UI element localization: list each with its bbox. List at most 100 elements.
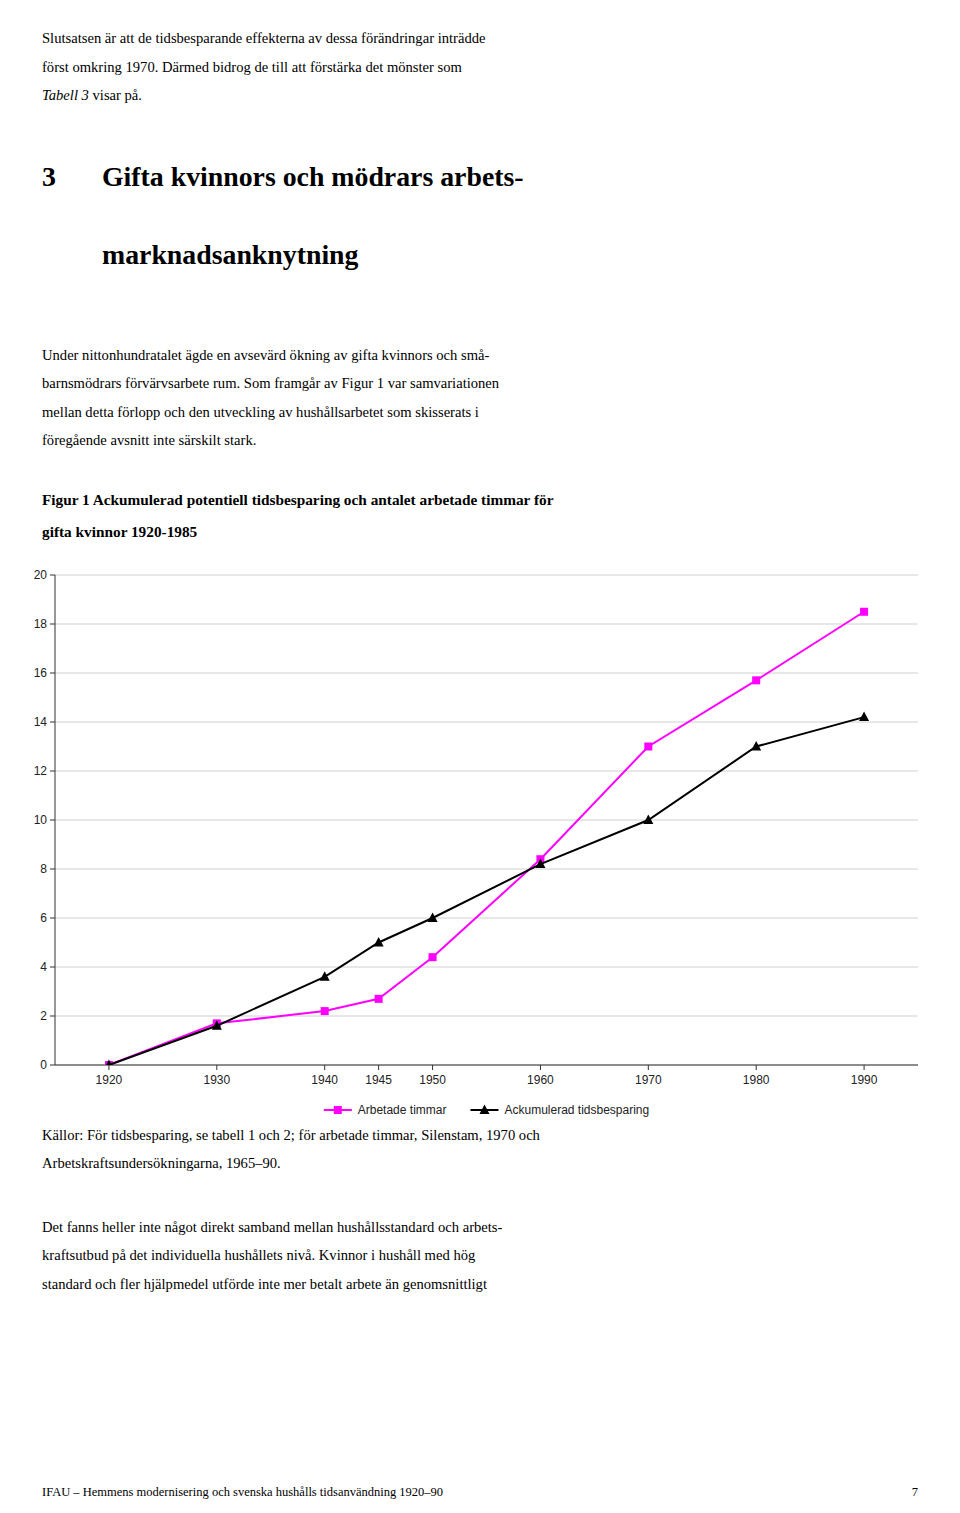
- tick-label: 1945: [365, 1073, 392, 1087]
- grid-line: [55, 868, 918, 869]
- marker: [429, 953, 437, 961]
- paragraph-line: barnsmödrars förvärvsarbete rum. Som fra…: [42, 375, 499, 392]
- tick-label: 12: [34, 764, 48, 778]
- grid-line: [55, 672, 918, 673]
- tick-label: 14: [34, 715, 48, 729]
- tick-mark: [50, 574, 55, 575]
- page: Slutsatsen är att de tidsbesparande effe…: [0, 0, 960, 1513]
- paragraph-line: föregående avsnitt inte särskilt stark.: [42, 432, 256, 449]
- tick-label: 18: [34, 617, 48, 631]
- grid-line: [55, 770, 918, 771]
- grid-line: [55, 574, 918, 575]
- tick-mark: [324, 1065, 325, 1070]
- line: [109, 717, 864, 1065]
- italic-text: Tabell 3: [42, 87, 89, 103]
- grid-line: [55, 721, 918, 722]
- tick-mark: [50, 623, 55, 624]
- marker: [428, 912, 438, 922]
- tick-mark: [50, 721, 55, 722]
- series: [105, 607, 868, 1064]
- tick-label: 1920: [96, 1073, 123, 1087]
- paragraph-line: kraftsutbud på det individuella hushålle…: [42, 1247, 475, 1264]
- x-axis: 1920 1930 1940 1945 1950 1960 1970 1980 1990: [96, 1065, 878, 1087]
- page-number: 7: [912, 1485, 918, 1499]
- tick-mark: [864, 1065, 865, 1070]
- tick-mark: [216, 1065, 217, 1070]
- marker: [752, 676, 760, 684]
- legend-label: Arbetade timmar: [358, 1103, 447, 1117]
- tick-label: 10: [34, 813, 48, 827]
- tick-label: 2: [40, 1009, 47, 1023]
- tick-label: 1930: [203, 1073, 230, 1087]
- paragraph-line: standard och fler hjälpmedel utförde int…: [42, 1276, 487, 1293]
- paragraph-line: först omkring 1970. Därmed bidrog de til…: [42, 59, 462, 76]
- y-axis: 02468101214161820: [34, 568, 918, 1072]
- tick-mark: [50, 819, 55, 820]
- grid-line: [55, 1064, 918, 1065]
- footer: IFAU – Hemmens modernisering och svenska…: [42, 1485, 443, 1499]
- marker: [751, 741, 761, 751]
- tick-label: 4: [40, 960, 47, 974]
- marker: [859, 711, 869, 721]
- paragraph-line: Slutsatsen är att de tidsbesparande effe…: [42, 30, 485, 47]
- marker: [535, 858, 545, 868]
- text: visar på.: [89, 87, 142, 103]
- tick-mark: [648, 1065, 649, 1070]
- marker: [860, 607, 868, 615]
- marker: [320, 971, 330, 981]
- tick-mark: [50, 868, 55, 869]
- tick-label: 16: [34, 666, 48, 680]
- tick-mark: [50, 1015, 55, 1016]
- chart: 0246810121416182019201930194019451950196…: [0, 560, 960, 1120]
- paragraph-line: Tabell 3 visar på.: [42, 87, 142, 104]
- paragraph-line: mellan detta förlopp och den utveckling …: [42, 404, 479, 421]
- heading: marknadsanknytning: [102, 239, 358, 271]
- tick-mark: [50, 770, 55, 771]
- grid-line: [55, 623, 918, 624]
- grid-line: [55, 1015, 918, 1016]
- marker: [374, 937, 384, 947]
- tick-label: 1940: [311, 1073, 338, 1087]
- tick-label: 6: [40, 911, 47, 925]
- paragraph-line: Under nittonhundratalet ägde en avsevärd…: [42, 347, 489, 364]
- marker: [643, 814, 653, 824]
- tick-mark: [540, 1065, 541, 1070]
- legend-marker: [334, 1106, 342, 1114]
- tick-mark: [50, 672, 55, 673]
- marker: [321, 1007, 329, 1015]
- marker: [644, 742, 652, 750]
- paragraph-line: Det fanns heller inte något direkt samba…: [42, 1219, 502, 1236]
- tick-mark: [50, 966, 55, 967]
- tick-mark: [50, 1064, 55, 1065]
- tick-label: 1970: [635, 1073, 662, 1087]
- figure-caption: gifta kvinnor 1920-1985: [42, 523, 197, 541]
- tick-label: 1990: [851, 1073, 878, 1087]
- series: [104, 711, 869, 1064]
- source-line: Arbetskraftsundersökningarna, 1965–90.: [42, 1155, 281, 1172]
- tick-label: 1960: [527, 1073, 554, 1087]
- tick-mark: [50, 917, 55, 918]
- axis-line: [55, 575, 56, 1065]
- legend: Arbetade timmar Ackumulerad tidsbesparing: [324, 1103, 649, 1117]
- tick-label: 1980: [743, 1073, 770, 1087]
- tick-mark: [432, 1065, 433, 1070]
- tick-mark: [108, 1065, 109, 1070]
- grid-line: [55, 917, 918, 918]
- plot-area: [104, 607, 869, 1064]
- figure-caption: Figur 1 Ackumulerad potentiell tidsbespa…: [42, 491, 553, 509]
- heading-number: 3: [42, 161, 56, 193]
- axis-line: [55, 1064, 918, 1065]
- grid-line: [55, 966, 918, 967]
- tick-label: 8: [40, 862, 47, 876]
- legend-label: Ackumulerad tidsbesparing: [504, 1103, 649, 1117]
- line: [109, 611, 864, 1064]
- grid-line: [55, 819, 918, 820]
- marker: [104, 1059, 114, 1065]
- tick-label: 1950: [419, 1073, 446, 1087]
- tick-mark: [756, 1065, 757, 1070]
- tick-mark: [378, 1065, 379, 1070]
- legend-marker: [479, 1104, 489, 1114]
- source-line: Källor: För tidsbesparing, se tabell 1 o…: [42, 1127, 540, 1144]
- marker: [212, 1020, 222, 1030]
- heading: Gifta kvinnors och mödrars arbets-: [102, 161, 524, 193]
